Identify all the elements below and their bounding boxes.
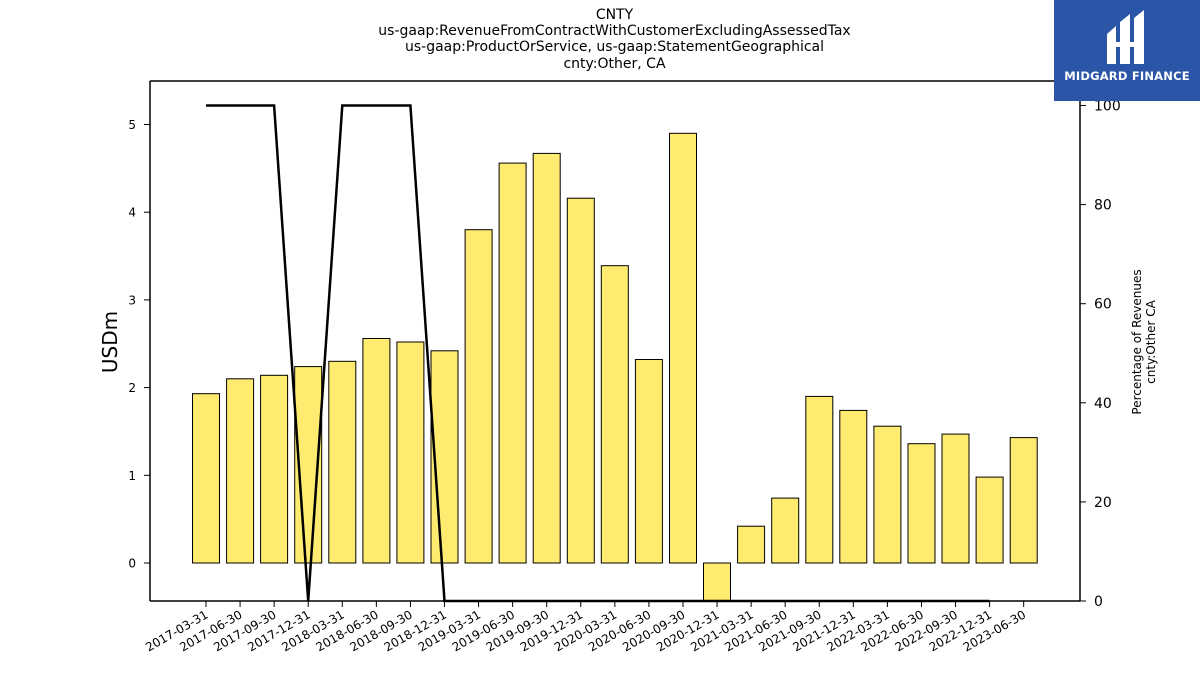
bar-2019-12-31 <box>566 197 595 564</box>
bar-2020-06-30 <box>634 359 663 564</box>
bar-2022-03-31 <box>873 425 902 564</box>
bar-2019-09-30 <box>532 152 561 564</box>
bar-2020-09-30 <box>669 132 697 564</box>
y-tick-label-0: 0 <box>128 557 136 571</box>
bar-2020-12-31 <box>703 562 731 602</box>
y-tick-label-2: 2 <box>128 381 136 395</box>
brand-logo: MIDGARD FINANCE <box>1054 0 1200 101</box>
bar-2021-12-31 <box>839 409 868 564</box>
bar-2018-06-30 <box>362 338 391 564</box>
title-line-concept: us-gaap:RevenueFromContractWithCustomerE… <box>378 23 851 39</box>
y-tick-label-3: 3 <box>128 293 136 307</box>
title-line-ticker: CNTY <box>595 7 634 23</box>
bar-2021-09-30 <box>805 395 834 564</box>
y2-tick-label-80: 80 <box>1094 198 1112 214</box>
bar-2020-03-31 <box>600 265 629 564</box>
title-line-members: cnty:Other, CA <box>563 56 666 72</box>
bar-2017-06-30 <box>226 378 255 564</box>
bar-2018-09-30 <box>396 341 425 564</box>
bar-2018-03-31 <box>328 360 357 564</box>
y2-tick-label-0: 0 <box>1094 594 1103 610</box>
y-tick-label-4: 4 <box>128 206 136 220</box>
y2-axis-label-line1: Percentage of Revenues <box>1130 269 1144 414</box>
bar-2021-03-31 <box>737 525 766 564</box>
bar-2017-09-30 <box>260 374 289 564</box>
y2-tick-label-60: 60 <box>1094 297 1112 313</box>
bar-2023-06-30 <box>1009 437 1038 564</box>
bar-2022-09-30 <box>941 433 970 564</box>
y-tick-label-5: 5 <box>128 118 136 132</box>
bar-2019-06-30 <box>498 162 527 564</box>
bar-2022-12-31 <box>975 476 1004 564</box>
y-axis-label: USDm <box>98 311 122 373</box>
bar-2022-06-30 <box>907 443 936 564</box>
y2-tick-label-20: 20 <box>1094 495 1112 511</box>
brand-logo-text: MIDGARD FINANCE <box>1064 69 1190 83</box>
y-tick-label-1: 1 <box>128 469 136 483</box>
y2-tick-label-100: 100 <box>1094 99 1121 115</box>
bar-2019-03-31 <box>464 229 493 564</box>
title-line-axes: us-gaap:ProductOrService, us-gaap:Statem… <box>404 39 825 55</box>
percentage-line <box>206 104 990 603</box>
bar-2021-06-30 <box>771 497 800 564</box>
bar-2017-03-31 <box>192 393 220 564</box>
midgard-logo-icon <box>1107 10 1144 64</box>
y2-axis-label-line2: cnty:Other CA <box>1144 299 1158 383</box>
y2-tick-label-40: 40 <box>1094 396 1112 412</box>
